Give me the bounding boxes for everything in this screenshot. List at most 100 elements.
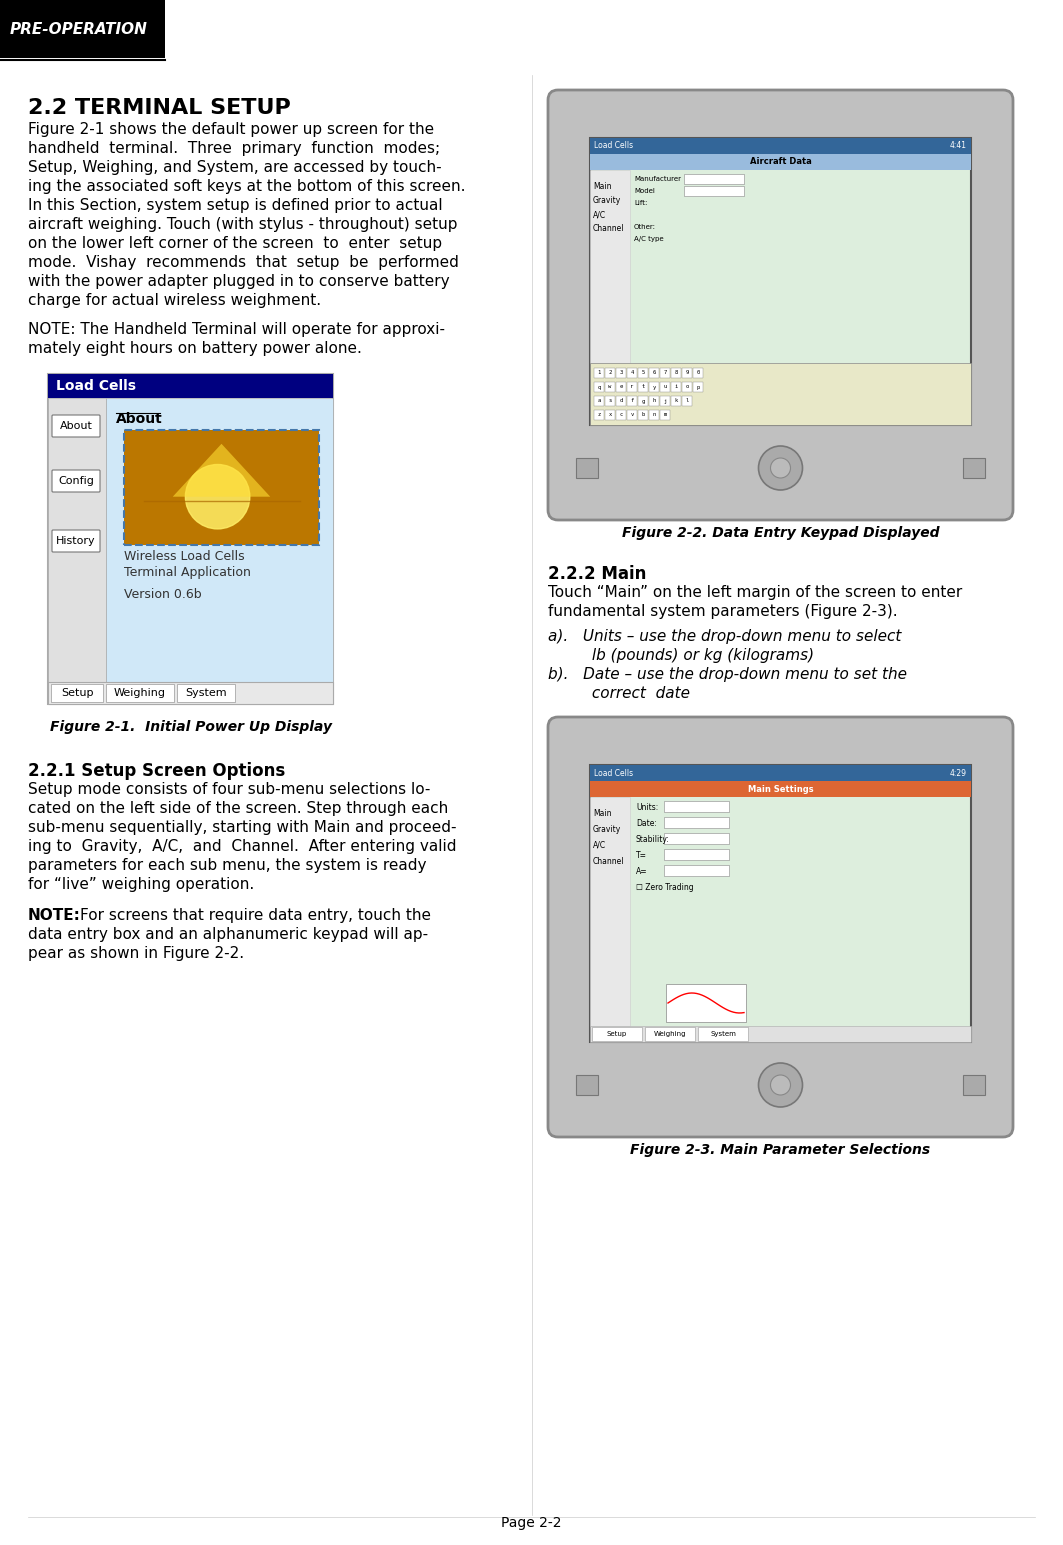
Bar: [698, 1027, 748, 1041]
Text: p: p: [696, 385, 699, 389]
Bar: [576, 457, 598, 477]
Text: handheld  terminal.  Three  primary  function  modes;: handheld terminal. Three primary functio…: [28, 141, 440, 156]
Bar: [590, 154, 971, 170]
Text: 9: 9: [686, 371, 689, 375]
Text: Setup, Weighing, and System, are accessed by touch-: Setup, Weighing, and System, are accesse…: [28, 161, 441, 175]
Text: ☐ Zero Trading: ☐ Zero Trading: [636, 884, 694, 891]
FancyBboxPatch shape: [52, 530, 100, 552]
Bar: [664, 833, 729, 844]
Text: Page 2-2: Page 2-2: [501, 1516, 561, 1530]
Bar: [590, 363, 971, 425]
Text: ing the associated soft keys at the bottom of this screen.: ing the associated soft keys at the bott…: [28, 179, 466, 195]
Text: j: j: [663, 399, 667, 403]
Bar: [667, 984, 746, 1021]
Text: Load Cells: Load Cells: [594, 142, 634, 150]
Text: A/C: A/C: [593, 210, 606, 219]
Bar: [664, 850, 729, 861]
Bar: [615, 409, 626, 420]
Bar: [660, 396, 670, 406]
Text: Config: Config: [58, 476, 94, 487]
Bar: [963, 457, 985, 477]
Text: Load Cells: Load Cells: [594, 768, 634, 777]
Text: k: k: [674, 399, 677, 403]
Text: About: About: [116, 413, 163, 426]
Circle shape: [759, 447, 803, 490]
Bar: [664, 800, 729, 813]
Bar: [627, 409, 637, 420]
Text: e: e: [620, 385, 623, 389]
Text: 8: 8: [674, 371, 677, 375]
Text: 3: 3: [620, 371, 623, 375]
Text: 2.2 TERMINAL SETUP: 2.2 TERMINAL SETUP: [28, 97, 291, 117]
Text: Figure 2-3. Main Parameter Selections: Figure 2-3. Main Parameter Selections: [630, 1143, 930, 1157]
Text: d: d: [620, 399, 623, 403]
Bar: [693, 382, 703, 392]
Text: fundamental system parameters (Figure 2-3).: fundamental system parameters (Figure 2-…: [549, 604, 897, 620]
Text: 5: 5: [641, 371, 644, 375]
Text: 4: 4: [630, 371, 634, 375]
Text: sub-menu sequentially, starting with Main and proceed-: sub-menu sequentially, starting with Mai…: [28, 820, 456, 834]
Bar: [627, 368, 637, 379]
Bar: [671, 382, 681, 392]
Text: s: s: [608, 399, 611, 403]
Text: mately eight hours on battery power alone.: mately eight hours on battery power alon…: [28, 341, 361, 355]
Bar: [48, 374, 333, 399]
Bar: [605, 396, 615, 406]
Text: pear as shown in Figure 2-2.: pear as shown in Figure 2-2.: [28, 946, 244, 961]
Bar: [590, 797, 630, 1026]
Bar: [590, 1026, 971, 1041]
Text: 0: 0: [696, 371, 699, 375]
Bar: [671, 396, 681, 406]
Circle shape: [771, 457, 791, 477]
Text: a: a: [597, 399, 601, 403]
Text: System: System: [710, 1031, 736, 1037]
Text: u: u: [663, 385, 667, 389]
Text: A/C type: A/C type: [634, 236, 663, 243]
Text: Figure 2-2. Data Entry Keypad Displayed: Figure 2-2. Data Entry Keypad Displayed: [622, 525, 940, 541]
Bar: [48, 374, 333, 705]
Circle shape: [771, 1075, 791, 1095]
Text: Stability:: Stability:: [636, 834, 670, 844]
Bar: [649, 368, 659, 379]
Text: Touch “Main” on the left margin of the screen to enter: Touch “Main” on the left margin of the s…: [549, 586, 962, 599]
FancyBboxPatch shape: [549, 717, 1013, 1137]
Text: Main: Main: [593, 182, 611, 192]
Bar: [124, 430, 319, 545]
Text: m: m: [663, 413, 667, 417]
Text: Figure 2-1.  Initial Power Up Display: Figure 2-1. Initial Power Up Display: [50, 720, 332, 734]
Text: 6: 6: [653, 371, 656, 375]
Text: Figure 2-1 shows the default power up screen for the: Figure 2-1 shows the default power up sc…: [28, 122, 434, 138]
Text: In this Section, system setup is defined prior to actual: In this Section, system setup is defined…: [28, 198, 442, 213]
Polygon shape: [173, 443, 270, 496]
Text: mode.  Vishay  recommends  that  setup  be  performed: mode. Vishay recommends that setup be pe…: [28, 255, 459, 270]
Bar: [48, 399, 106, 681]
Text: Weighing: Weighing: [654, 1031, 687, 1037]
Text: NOTE: The Handheld Terminal will operate for approxi-: NOTE: The Handheld Terminal will operate…: [28, 321, 445, 337]
Text: Channel: Channel: [593, 224, 624, 233]
Text: x: x: [608, 413, 611, 417]
Bar: [106, 684, 174, 701]
Text: System: System: [185, 688, 226, 698]
Bar: [682, 396, 692, 406]
Bar: [682, 382, 692, 392]
Text: t: t: [641, 385, 644, 389]
Text: n: n: [653, 413, 656, 417]
Bar: [693, 368, 703, 379]
Text: parameters for each sub menu, the system is ready: parameters for each sub menu, the system…: [28, 857, 426, 873]
Text: z: z: [597, 413, 601, 417]
Text: Wireless Load Cells: Wireless Load Cells: [124, 550, 244, 562]
Text: 1: 1: [597, 371, 601, 375]
Bar: [649, 409, 659, 420]
Bar: [638, 368, 648, 379]
Bar: [664, 865, 729, 876]
Text: Model: Model: [634, 188, 655, 195]
Bar: [594, 368, 604, 379]
Bar: [684, 185, 744, 196]
Text: Setup: Setup: [61, 688, 94, 698]
Text: 4:41: 4:41: [950, 142, 967, 150]
Bar: [594, 409, 604, 420]
Text: on the lower left corner of the screen  to  enter  setup: on the lower left corner of the screen t…: [28, 236, 442, 250]
Text: 2.2.1 Setup Screen Options: 2.2.1 Setup Screen Options: [28, 762, 285, 780]
Text: Units:: Units:: [636, 803, 658, 813]
Text: NOTE:: NOTE:: [28, 908, 81, 922]
